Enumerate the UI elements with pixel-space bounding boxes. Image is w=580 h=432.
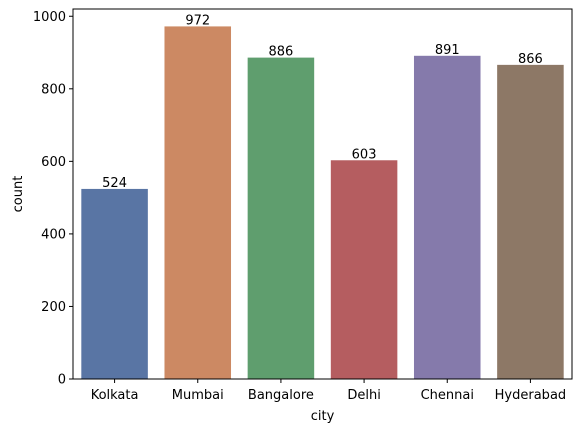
y-axis: 0 200 400 600 800 1000 [33,10,73,388]
data-label-mumbai: 972 [185,13,210,28]
y-tick-label: 800 [41,82,66,97]
x-tick-label-kolkata: Kolkata [91,388,139,403]
bar-mumbai [164,26,232,379]
bar-chennai [413,55,481,379]
data-label-chennai: 891 [435,43,460,58]
y-tick-label: 1000 [33,10,66,25]
x-tick-label-delhi: Delhi [347,388,380,403]
data-label-kolkata: 524 [102,176,127,191]
x-tick-label-mumbai: Mumbai [172,388,224,403]
data-label-hyderabad: 866 [518,52,543,67]
y-tick-label: 0 [58,373,66,388]
y-tick-label: 600 [41,155,66,170]
y-axis-label: count [11,176,26,213]
x-axis-label: city [311,409,335,424]
x-tick-label-hyderabad: Hyderabad [495,388,567,403]
plot-frame [72,8,573,380]
bars-layer [81,26,564,380]
data-labels-layer: 524 972 886 603 891 866 [102,13,543,191]
bar-delhi [330,160,398,379]
bar-bangalore [247,57,315,379]
y-tick-label: 400 [41,227,66,242]
x-tick-label-bangalore: Bangalore [248,388,314,403]
x-tick-label-chennai: Chennai [421,388,474,403]
bar-kolkata [81,188,148,379]
data-label-bangalore: 886 [269,45,294,60]
x-axis: Kolkata Mumbai Bangalore Delhi Chennai Hydera… [91,379,566,403]
y-tick-label: 200 [41,300,66,315]
bar-hyderabad [497,64,564,380]
data-label-delhi: 603 [352,147,377,162]
